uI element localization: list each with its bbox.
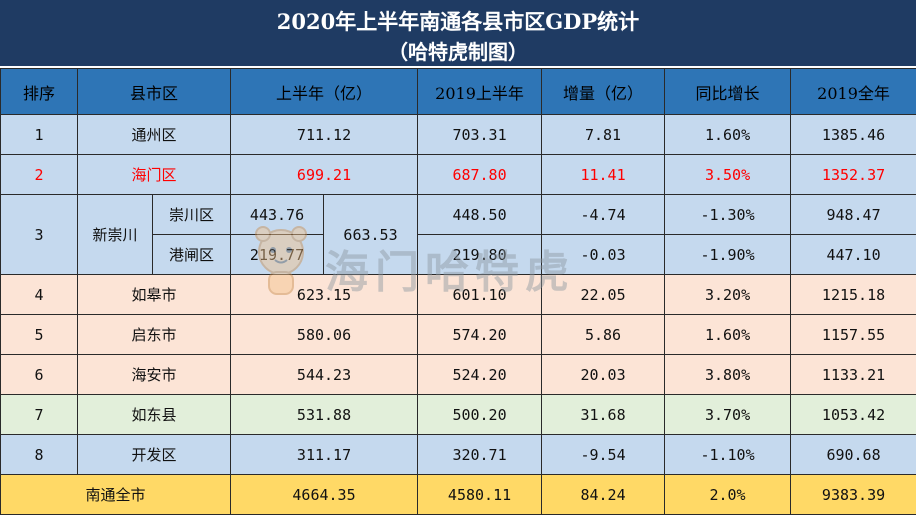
- region-cell: 海门区: [78, 155, 231, 195]
- sub-title: （哈特虎制图）: [0, 36, 916, 65]
- h1-2020-cell: 531.88: [231, 395, 418, 435]
- h1-2019-cell: 601.10: [418, 275, 542, 315]
- table-row: 4 如皋市 623.15 601.10 22.05 3.20% 1215.18: [1, 275, 916, 315]
- region-cell: 海安市: [78, 355, 231, 395]
- header-h1-2019: 2019上半年: [418, 69, 542, 115]
- header-row: 排序 县市区 上半年（亿） 2019上半年 增量（亿） 同比增长 2019全年: [1, 69, 916, 115]
- h1-2019-cell: 448.50: [418, 195, 542, 235]
- total-h1-2019-cell: 4580.11: [418, 475, 542, 515]
- h1-2020-cell: 711.12: [231, 115, 418, 155]
- region-cell: 如皋市: [78, 275, 231, 315]
- growth-cell: -1.10%: [665, 435, 791, 475]
- rank-cell: 2: [1, 155, 78, 195]
- region-cell: 新崇川: [78, 195, 153, 275]
- total-increase-cell: 84.24: [542, 475, 665, 515]
- sub-region-cell: 港闸区: [153, 235, 231, 275]
- h1-2019-cell: 500.20: [418, 395, 542, 435]
- full-2019-cell: 447.10: [791, 235, 916, 275]
- full-2019-cell: 1053.42: [791, 395, 916, 435]
- growth-cell: -1.30%: [665, 195, 791, 235]
- title-bar: 2020年上半年南通各县市区GDP统计 （哈特虎制图）: [0, 0, 916, 66]
- h1-2019-cell: 574.20: [418, 315, 542, 355]
- h1-2019-cell: 320.71: [418, 435, 542, 475]
- rank-cell: 7: [1, 395, 78, 435]
- table-row: 3 新崇川 崇川区 443.76 663.53 448.50 -4.74 -1.…: [1, 195, 916, 235]
- header-h1-2020: 上半年（亿）: [231, 69, 418, 115]
- h1-2019-cell: 687.80: [418, 155, 542, 195]
- rank-cell: 5: [1, 315, 78, 355]
- sub-h1-2020-cell: 219.77: [231, 235, 324, 275]
- main-title: 2020年上半年南通各县市区GDP统计: [0, 6, 916, 36]
- rank-cell: 4: [1, 275, 78, 315]
- rank-cell: 6: [1, 355, 78, 395]
- h1-2019-cell: 219.80: [418, 235, 542, 275]
- header-rank: 排序: [1, 69, 78, 115]
- increase-cell: -4.74: [542, 195, 665, 235]
- increase-cell: 7.81: [542, 115, 665, 155]
- increase-cell: 5.86: [542, 315, 665, 355]
- growth-cell: 1.60%: [665, 115, 791, 155]
- full-2019-cell: 1385.46: [791, 115, 916, 155]
- region-cell: 如东县: [78, 395, 231, 435]
- increase-cell: 31.68: [542, 395, 665, 435]
- full-2019-cell: 690.68: [791, 435, 916, 475]
- h1-2019-cell: 524.20: [418, 355, 542, 395]
- h1-2020-cell: 580.06: [231, 315, 418, 355]
- increase-cell: 20.03: [542, 355, 665, 395]
- growth-cell: 3.70%: [665, 395, 791, 435]
- full-2019-cell: 1157.55: [791, 315, 916, 355]
- full-2019-cell: 948.47: [791, 195, 916, 235]
- table-row: 2 海门区 699.21 687.80 11.41 3.50% 1352.37: [1, 155, 916, 195]
- region-cell: 启东市: [78, 315, 231, 355]
- growth-cell: 3.20%: [665, 275, 791, 315]
- increase-cell: -0.03: [542, 235, 665, 275]
- increase-cell: 22.05: [542, 275, 665, 315]
- full-2019-cell: 1215.18: [791, 275, 916, 315]
- total-h1-2020-cell: 4664.35: [231, 475, 418, 515]
- h1-2020-cell: 699.21: [231, 155, 418, 195]
- table-row: 5 启东市 580.06 574.20 5.86 1.60% 1157.55: [1, 315, 916, 355]
- header-region: 县市区: [78, 69, 231, 115]
- gdp-table: 排序 县市区 上半年（亿） 2019上半年 增量（亿） 同比增长 2019全年 …: [0, 68, 916, 515]
- combined-h1-2020-cell: 663.53: [324, 195, 418, 275]
- h1-2020-cell: 311.17: [231, 435, 418, 475]
- growth-cell: -1.90%: [665, 235, 791, 275]
- total-row: 南通全市 4664.35 4580.11 84.24 2.0% 9383.39: [1, 475, 916, 515]
- header-growth: 同比增长: [665, 69, 791, 115]
- total-full-2019-cell: 9383.39: [791, 475, 916, 515]
- table-row: 6 海安市 544.23 524.20 20.03 3.80% 1133.21: [1, 355, 916, 395]
- h1-2020-cell: 623.15: [231, 275, 418, 315]
- header-increase: 增量（亿）: [542, 69, 665, 115]
- total-growth-cell: 2.0%: [665, 475, 791, 515]
- growth-cell: 3.80%: [665, 355, 791, 395]
- region-cell: 通州区: [78, 115, 231, 155]
- rank-cell: 3: [1, 195, 78, 275]
- region-cell: 开发区: [78, 435, 231, 475]
- header-full-2019: 2019全年: [791, 69, 916, 115]
- table-row: 8 开发区 311.17 320.71 -9.54 -1.10% 690.68: [1, 435, 916, 475]
- sub-region-cell: 崇川区: [153, 195, 231, 235]
- growth-cell: 1.60%: [665, 315, 791, 355]
- rank-cell: 8: [1, 435, 78, 475]
- table-row: 1 通州区 711.12 703.31 7.81 1.60% 1385.46: [1, 115, 916, 155]
- table-row: 7 如东县 531.88 500.20 31.68 3.70% 1053.42: [1, 395, 916, 435]
- total-label-cell: 南通全市: [1, 475, 231, 515]
- sub-h1-2020-cell: 443.76: [231, 195, 324, 235]
- growth-cell: 3.50%: [665, 155, 791, 195]
- h1-2019-cell: 703.31: [418, 115, 542, 155]
- increase-cell: 11.41: [542, 155, 665, 195]
- increase-cell: -9.54: [542, 435, 665, 475]
- h1-2020-cell: 544.23: [231, 355, 418, 395]
- rank-cell: 1: [1, 115, 78, 155]
- full-2019-cell: 1133.21: [791, 355, 916, 395]
- full-2019-cell: 1352.37: [791, 155, 916, 195]
